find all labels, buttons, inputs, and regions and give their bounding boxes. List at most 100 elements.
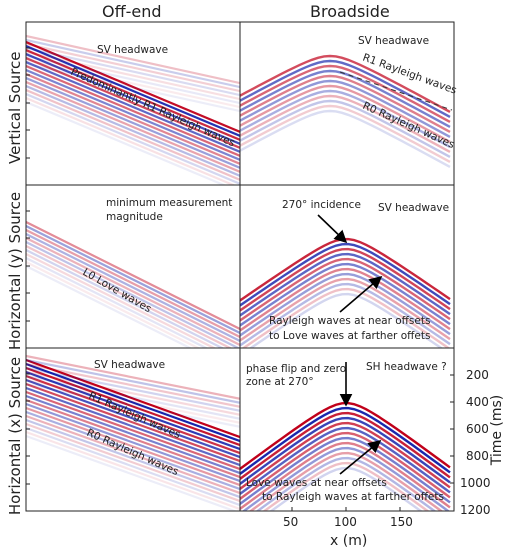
annotation-sv-headwave-r0c1: SV headwave: [358, 35, 429, 47]
xsource-broadside-band: [241, 446, 451, 511]
xsource-offend-band: [26, 386, 240, 467]
xsource-broadside-band: [240, 436, 451, 505]
annotation-magnitude: magnitude: [106, 211, 163, 223]
annotation-rayleigh-far: to Rayleigh waves at farther offets: [262, 491, 444, 503]
vertical-broadside-band: [240, 99, 451, 158]
annotation-sv-headwave-r1c1: SV headwave: [378, 202, 449, 214]
ysource-broadside-band: [240, 262, 451, 327]
dashed-guide-line: [339, 71, 453, 111]
vertical-offend-band: [26, 84, 240, 177]
vertical-offend-band: [26, 100, 227, 185]
xsource-broadside-band: [269, 466, 423, 511]
ysource-broadside-band: [240, 282, 451, 347]
x-tick-50: 50: [283, 515, 298, 529]
vertical-offend-band: [26, 72, 240, 165]
arrow-love-to-rayleigh: [339, 439, 382, 475]
arrow-rayleigh-to-love: [339, 275, 383, 313]
annotation-love-near: Love waves at near offsets: [246, 477, 387, 489]
xsource-offend-head-band: [26, 378, 240, 424]
xsource-broadside-band: [262, 461, 430, 511]
y-tick-800: 800: [466, 449, 489, 463]
xsource-offend-band: [26, 422, 240, 503]
ysource-offend-band: [26, 237, 240, 346]
vertical-offend-band: [26, 52, 240, 145]
xsource-offend-head-band: [26, 358, 240, 404]
annotation-love-far: to Love waves at farther offets: [269, 330, 430, 342]
vertical-broadside-band: [240, 59, 451, 118]
xsource-broadside-band: [240, 431, 451, 500]
y-tick-400: 400: [466, 395, 489, 409]
xsource-offend-head-band: [26, 366, 240, 412]
ysource-broadside-band: [241, 287, 451, 348]
xsource-offend-band: [26, 418, 240, 499]
vertical-offend-band: [26, 60, 240, 153]
vertical-offend-band: [26, 64, 240, 157]
ysource-offend-band: [26, 265, 193, 348]
vertical-offend-head-band: [26, 54, 240, 105]
vertical-broadside-band: [240, 74, 451, 133]
xsource-offend-band: [26, 390, 240, 471]
y-tick-200: 200: [466, 368, 489, 382]
ysource-broadside-band: [240, 252, 451, 317]
arrow-270-incidence: [317, 214, 348, 244]
xsource-offend-band: [26, 426, 240, 507]
xsource-offend-band: [26, 366, 240, 447]
ysource-broadside-band: [248, 292, 444, 348]
vertical-broadside-band: [240, 84, 451, 143]
ysource-offend-band: [26, 241, 240, 348]
y-tick-1200: 1200: [460, 503, 491, 517]
vertical-offend-head-band: [26, 50, 240, 101]
xsource-offend-head-band: [26, 374, 240, 420]
ysource-broadside-band: [240, 257, 451, 322]
annotation-phase-flip: phase flip and zero: [246, 363, 346, 375]
vertical-offend-head-band: [26, 62, 240, 113]
vertical-offend-head-band: [26, 58, 240, 109]
xsource-offend-band: [26, 434, 238, 511]
vertical-offend-band: [26, 68, 240, 161]
xsource-broadside-band: [255, 456, 437, 511]
vertical-offend-band: [26, 44, 240, 137]
annotation-270-incidence: 270° incidence: [282, 199, 361, 211]
vertical-broadside-band: [240, 64, 451, 123]
column-title-off-end: Off-end: [102, 2, 162, 21]
xsource-broadside-band: [240, 406, 451, 475]
xsource-offend-band: [26, 414, 240, 495]
annotation-sh-headwave: SH headwave ?: [366, 361, 447, 373]
ysource-broadside-band: [240, 267, 451, 332]
vertical-broadside-band: [240, 94, 451, 153]
xsource-broadside-band: [240, 416, 451, 485]
ysource-offend-band: [26, 249, 225, 348]
xsource-offend-head-band: [26, 370, 240, 416]
xsource-offend-band: [26, 370, 240, 451]
vertical-broadside-band: [240, 79, 451, 138]
ysource-offend-band: [26, 229, 240, 338]
xsource-offend-head-band: [26, 354, 240, 400]
xsource-offend-band: [26, 362, 240, 443]
ysource-broadside-band: [240, 272, 451, 337]
xsource-offend-band: [26, 378, 240, 459]
xsource-offend-band: [26, 394, 240, 475]
y-tick-1000: 1000: [460, 476, 491, 490]
vertical-offend-band: [26, 56, 240, 149]
left-ticks: [26, 47, 454, 511]
annotation-sv-headwave-r0c0: SV headwave: [97, 44, 168, 56]
vertical-broadside-band: [240, 69, 451, 128]
vertical-broadside-band: [240, 89, 451, 148]
ysource-offend-band: [26, 261, 201, 348]
y-axis-label: Time (ms): [489, 395, 505, 467]
xsource-offend-band: [26, 374, 240, 455]
vertical-offend-head-band: [26, 38, 240, 89]
vertical-offend-band: [26, 80, 240, 173]
x-axis-label: x (m): [330, 533, 367, 549]
xsource-broadside-band: [240, 441, 451, 510]
xsource-offend-band: [26, 430, 240, 511]
y-tick-600: 600: [466, 422, 489, 436]
vertical-broadside-band: [240, 104, 451, 163]
wavefield-layer: [26, 34, 451, 511]
xsource-broadside-band: [240, 426, 451, 495]
ysource-broadside-band: [240, 247, 451, 312]
vertical-broadside-band: [240, 54, 451, 113]
vertical-offend-band: [26, 76, 240, 169]
ysource-offend-band: [26, 221, 240, 330]
